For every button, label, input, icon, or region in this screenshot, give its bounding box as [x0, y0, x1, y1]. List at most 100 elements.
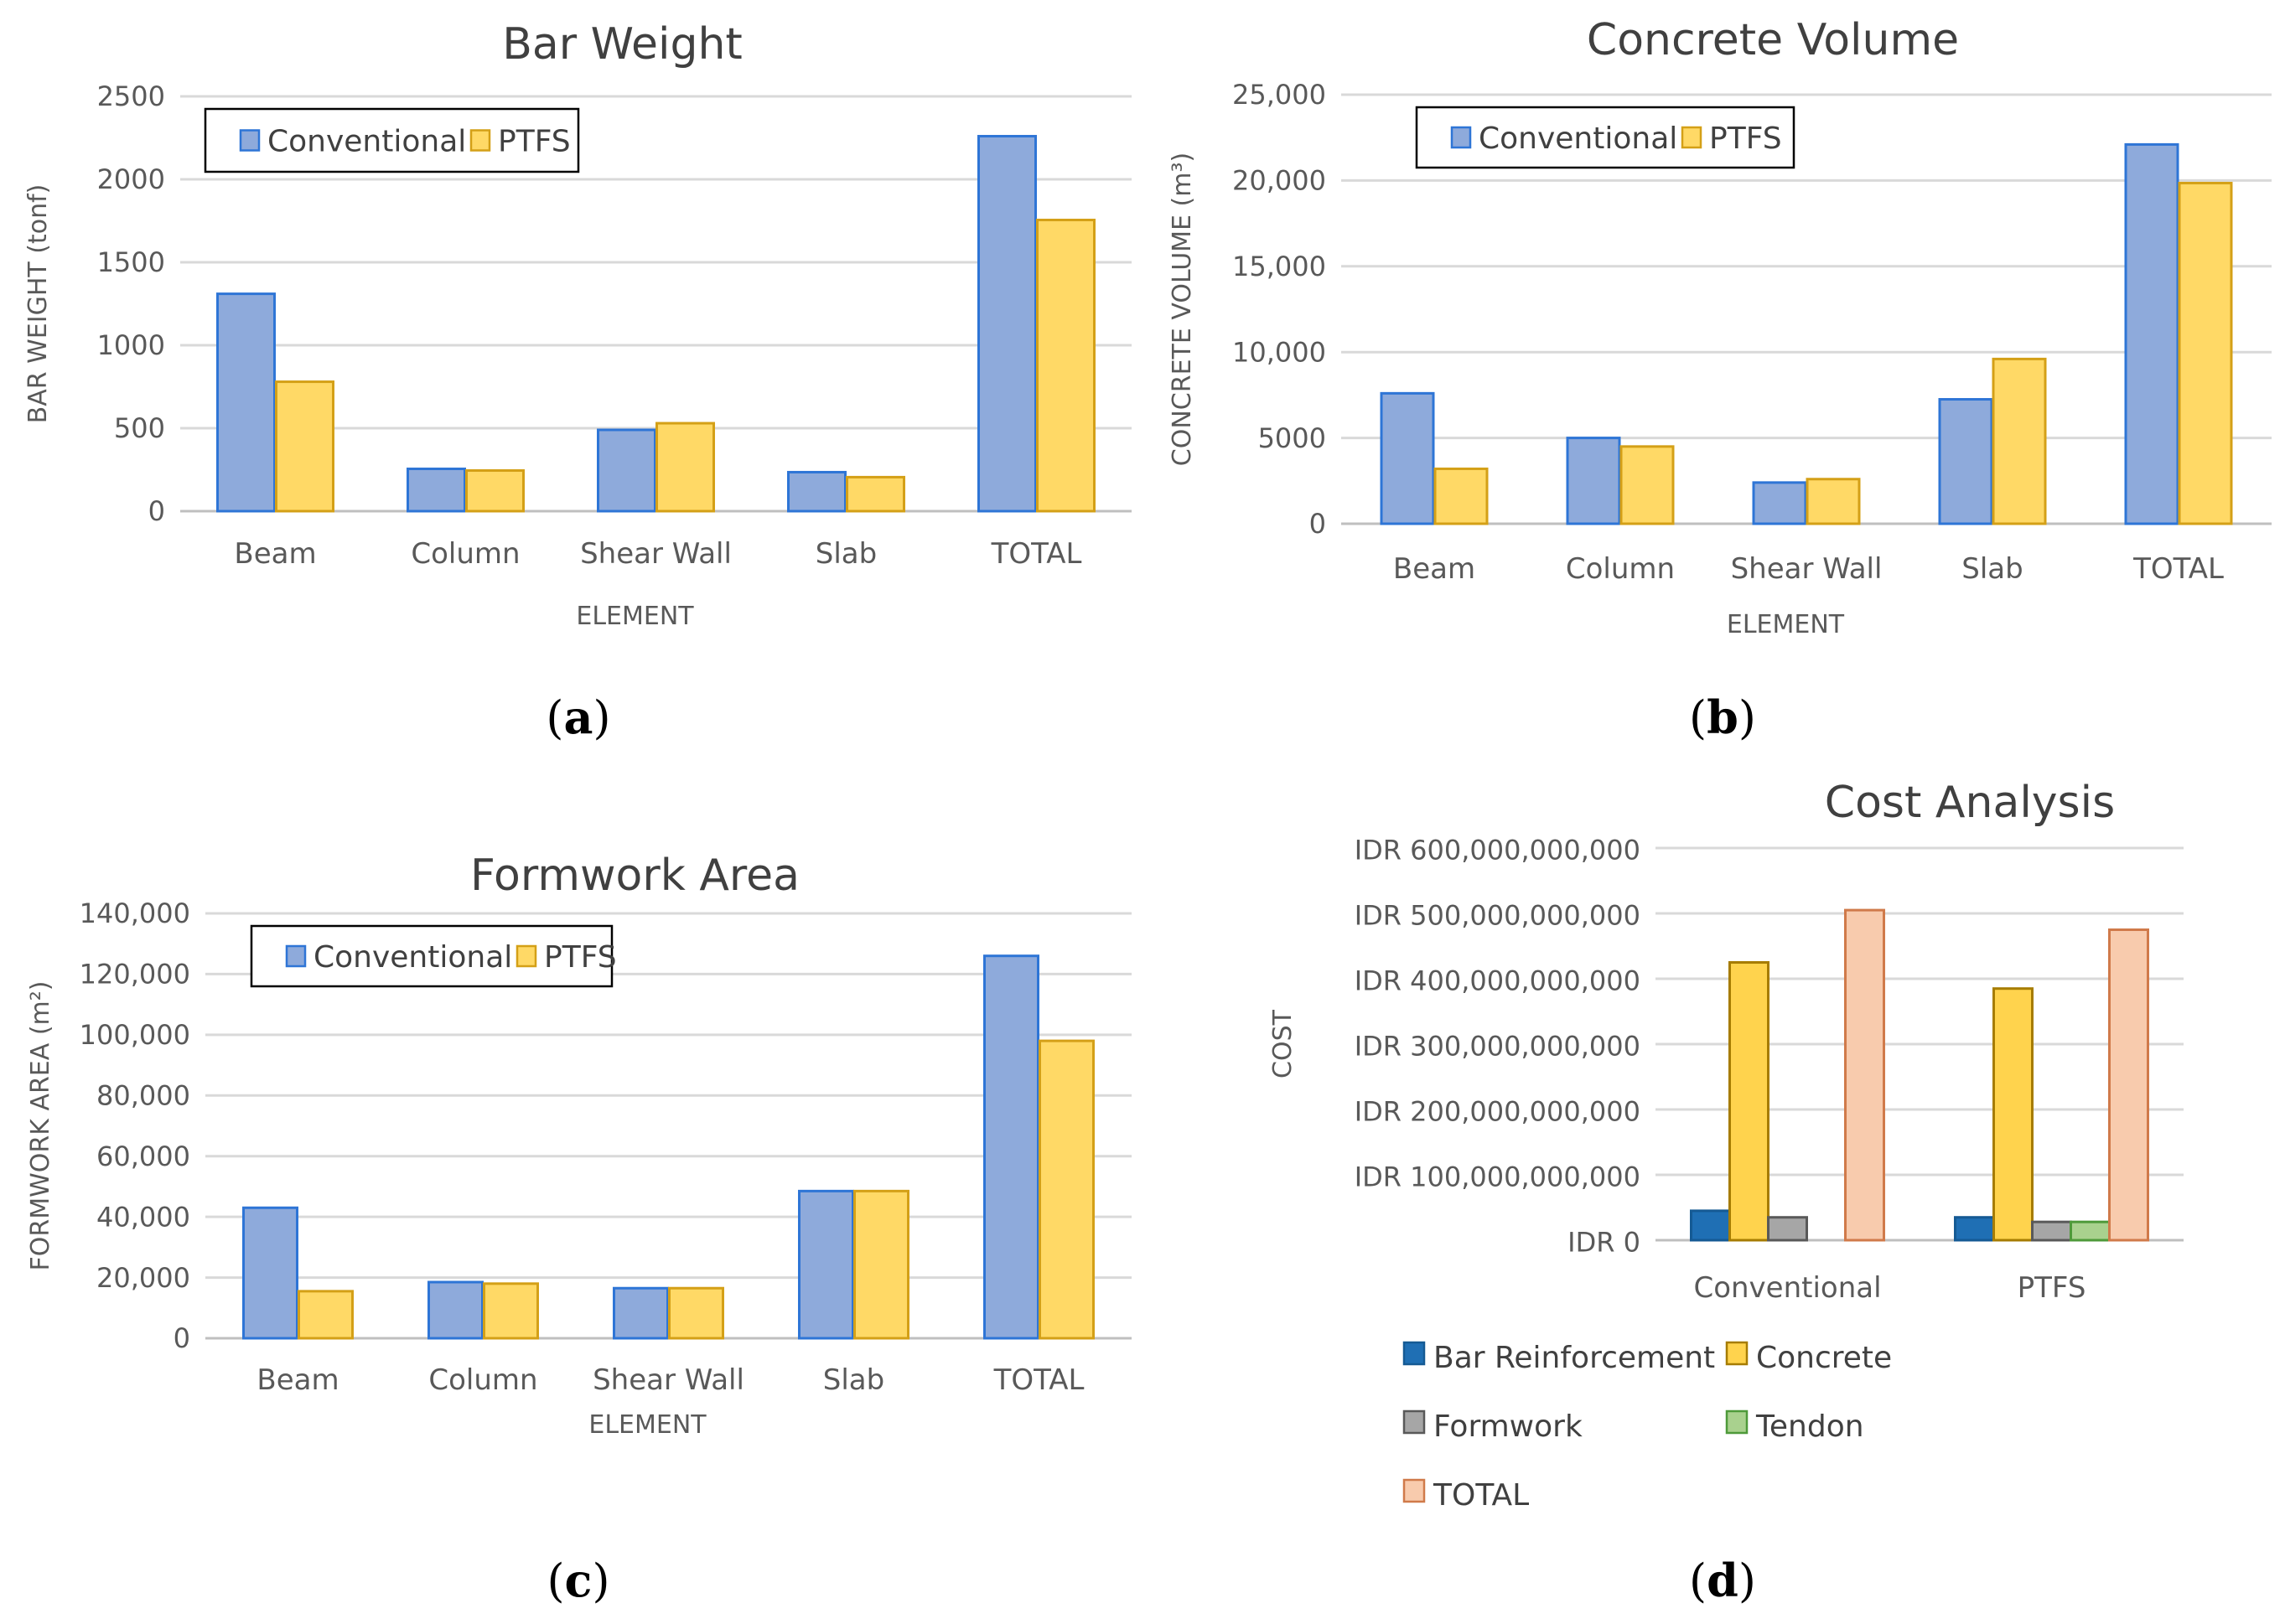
legend-entry: TOTAL	[1433, 1478, 1529, 1513]
legend-box	[1415, 106, 1795, 169]
x-category-label: Beam	[256, 1363, 339, 1397]
x-category-label: Slab	[1961, 552, 2023, 586]
x-axis-label: ELEMENT	[588, 1410, 707, 1440]
x-category-label: TOTAL	[2132, 552, 2224, 586]
bar	[597, 428, 656, 513]
bar	[1619, 445, 1675, 525]
y-tick-label: 100,000	[80, 1019, 190, 1051]
bar	[613, 1286, 669, 1340]
bar	[1992, 987, 2034, 1242]
panel-label: (c)	[547, 1554, 609, 1607]
y-axis-label: BAR WEIGHT (tonf)	[23, 184, 53, 424]
x-category-label: Column	[428, 1363, 537, 1397]
bar	[1767, 1216, 1808, 1242]
bar	[1433, 467, 1489, 525]
y-tick-label: 2000	[97, 163, 165, 195]
chart-title: Bar Weight	[502, 19, 743, 70]
legend-entry: Bar Reinforcement	[1433, 1341, 1715, 1375]
bar	[983, 954, 1039, 1340]
legend-swatch	[239, 129, 261, 152]
chart-title: Cost Analysis	[1825, 778, 2115, 828]
chart-title: Formwork Area	[470, 851, 800, 901]
y-tick-label: IDR 200,000,000,000	[1355, 1095, 1640, 1127]
legend-swatch	[1402, 1409, 1426, 1435]
x-category-label: Slab	[816, 537, 877, 571]
legend-swatch	[516, 944, 537, 968]
bar	[427, 1280, 484, 1340]
bar	[407, 468, 466, 513]
chart-c: 0 20,000 40,000 60,000 80,000 100,000 120,000 1…	[26, 851, 1132, 1607]
legend-swatch	[1725, 1341, 1749, 1366]
bar	[787, 470, 847, 513]
legend-entry: Conventional	[1479, 122, 1677, 156]
legend-entry: Conventional	[313, 940, 512, 975]
y-tick-label: IDR 400,000,000,000	[1355, 965, 1640, 996]
bar	[1690, 1209, 1731, 1242]
panel-label: (b)	[1689, 690, 1756, 744]
y-tick-label: 2500	[97, 80, 165, 112]
legend-entry: Conventional	[267, 125, 466, 159]
legend-swatch	[1402, 1478, 1426, 1503]
bar	[275, 380, 334, 513]
y-tick-label: 1000	[97, 329, 165, 361]
bar	[1844, 908, 1885, 1242]
chart-title: Concrete Volume	[1587, 15, 1959, 65]
bar	[242, 1206, 298, 1340]
bar	[1039, 1039, 1095, 1340]
y-tick-label: 15,000	[1232, 251, 1326, 282]
chart-d: IDR 0 IDR 100,000,000,000 IDR 200,000,000,…	[1268, 778, 2184, 1607]
y-tick-label: 5000	[1258, 422, 1326, 454]
bar	[1380, 391, 1435, 525]
bar	[216, 292, 276, 513]
y-tick-label: IDR 100,000,000,000	[1355, 1161, 1640, 1192]
x-category-label: Column	[411, 537, 520, 571]
y-tick-label: 20,000	[1232, 165, 1326, 197]
y-tick-label: 1500	[97, 246, 165, 278]
y-axis-label: FORMWORK AREA (m²)	[26, 981, 55, 1271]
y-tick-label: 25,000	[1232, 79, 1326, 111]
x-category-label: Shear Wall	[580, 537, 732, 571]
legend-box	[204, 107, 580, 173]
x-category-label: Shear Wall	[1731, 552, 1883, 586]
bar	[1938, 398, 1993, 525]
bar	[1566, 437, 1621, 525]
chart-b: 0 5000 10,000 15,000 20,000 25,000 Concrete Vo…	[1168, 15, 2272, 744]
legend-swatch	[1725, 1409, 1749, 1435]
bar	[977, 135, 1037, 513]
legend-swatch	[1402, 1341, 1426, 1366]
x-category-label: PTFS	[2018, 1271, 2086, 1305]
bar	[1728, 961, 1769, 1242]
bar	[846, 475, 905, 513]
bar	[465, 468, 525, 513]
x-category-label: Conventional	[1693, 1271, 1881, 1305]
y-tick-label: 20,000	[96, 1262, 190, 1294]
legend: Bar Reinforcement Concrete Formwork Tendon T…	[1402, 1341, 1892, 1513]
bar	[798, 1189, 854, 1340]
bar	[2124, 142, 2179, 525]
bar	[1752, 481, 1807, 525]
bar	[1036, 219, 1096, 513]
x-category-label: Shear Wall	[593, 1363, 744, 1397]
legend-box	[250, 924, 614, 988]
panel-label: (d)	[1689, 1554, 1756, 1607]
y-tick-label: 0	[1309, 508, 1326, 540]
y-tick-label: IDR 600,000,000,000	[1355, 834, 1640, 866]
bar	[1992, 357, 2047, 525]
bar	[298, 1290, 354, 1340]
x-category-label: Slab	[823, 1363, 884, 1397]
y-tick-label: 140,000	[80, 897, 190, 929]
bar	[2031, 1220, 2072, 1242]
x-category-label: TOTAL	[991, 537, 1082, 571]
y-tick-label: IDR 0	[1567, 1226, 1640, 1258]
x-category-label: Beam	[1393, 552, 1475, 586]
legend-entry: PTFS	[498, 125, 571, 159]
y-tick-label: 40,000	[96, 1201, 190, 1233]
legend: Conventional PTFS	[1415, 106, 1795, 169]
y-tick-label: 500	[114, 412, 165, 444]
x-axis-label: ELEMENT	[576, 602, 694, 631]
bar	[2070, 1220, 2111, 1242]
legend: Conventional PTFS	[204, 107, 580, 173]
bar	[655, 422, 715, 513]
legend-swatch	[1681, 126, 1702, 149]
